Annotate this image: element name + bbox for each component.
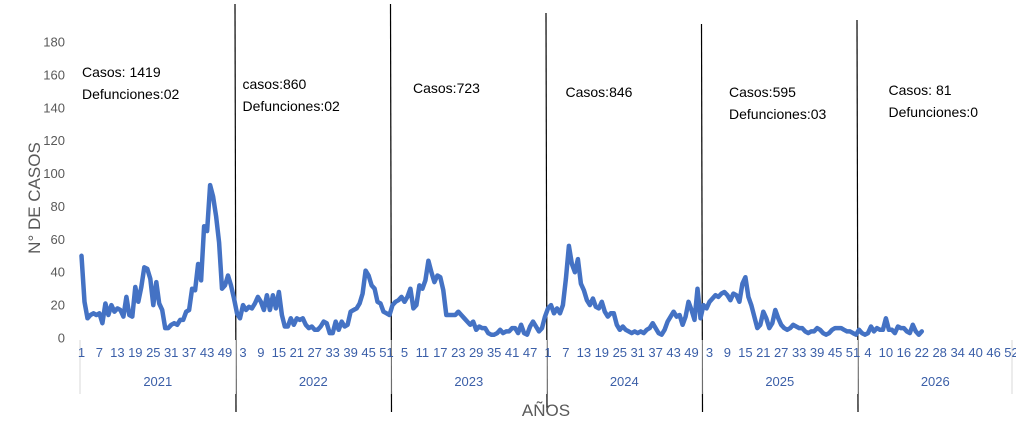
y-tick-label: 100 [43, 166, 65, 181]
x-tick-label: 5 [401, 345, 408, 360]
x-tick-label: 33 [325, 345, 339, 360]
y-tick-label: 80 [51, 199, 65, 214]
x-tick-label: 25 [613, 345, 627, 360]
x-tick-label: 43 [666, 345, 680, 360]
x-tick-label: 25 [146, 345, 160, 360]
year-label: 2024 [610, 374, 639, 389]
x-tick-label: 34 [950, 345, 964, 360]
x-tick-label: 31 [164, 345, 178, 360]
x-tick-label: 33 [792, 345, 806, 360]
x-tick-label: 23 [451, 345, 465, 360]
y-axis-title: N° DE CASOS [25, 142, 44, 254]
annotation-text: Casos:846 [566, 84, 633, 100]
y-tick-label: 140 [43, 100, 65, 115]
x-tick-label: 45 [828, 345, 842, 360]
y-tick-label: 160 [43, 67, 65, 82]
x-tick-label: 27 [774, 345, 788, 360]
x-tick-label: 10 [879, 345, 893, 360]
x-tick-label: 13 [577, 345, 591, 360]
annotation-text: Casos:723 [413, 80, 480, 96]
x-axis-title: AÑOS [522, 401, 570, 420]
x-tick-label: 13 [110, 345, 124, 360]
x-tick-label: 41 [505, 345, 519, 360]
x-axis-year-labels: 2021 2022 2023 2024 2025 2026 [143, 374, 949, 389]
annotation-text: casos:860 [243, 76, 307, 92]
x-tick-label: 7 [562, 345, 569, 360]
x-axis-week-ticks: 1 7 13 19 25 31 37 43 49 3 9 15 21 27 33 39 45 51 5 11 17 23 2… [78, 345, 1016, 360]
x-tick-label: 21 [290, 345, 304, 360]
x-tick-label: 37 [648, 345, 662, 360]
x-tick-label: 1 [544, 345, 551, 360]
x-tick-label: 45 [361, 345, 375, 360]
x-tick-label: 49 [218, 345, 232, 360]
annotation-text: Casos: 1419 [82, 64, 161, 80]
x-tick-label: 7 [96, 345, 103, 360]
annotation-text: Casos:595 [729, 84, 796, 100]
y-tick-label: 40 [51, 265, 65, 280]
year-annotations: Casos: 1419 Defunciones:02 casos:860 Defunc… [82, 64, 978, 122]
x-tick-label: 28 [932, 345, 946, 360]
year-label: 2025 [765, 374, 794, 389]
x-tick-label: 15 [272, 345, 286, 360]
y-tick-label: 180 [43, 35, 65, 50]
annotation-text: Defunciones:03 [729, 106, 827, 122]
x-tick-label: 19 [128, 345, 142, 360]
x-tick-label: 47 [523, 345, 537, 360]
x-tick-label: 22 [915, 345, 929, 360]
annotation-text: Defunciones:0 [889, 104, 979, 120]
x-tick-label: 11 [416, 345, 430, 360]
x-tick-label: 27 [307, 345, 321, 360]
year-label: 2026 [921, 374, 950, 389]
x-tick-label: 31 [630, 345, 644, 360]
x-tick-label: 9 [257, 345, 264, 360]
x-tick-label: 51 [846, 345, 860, 360]
x-tick-label: 16 [897, 345, 911, 360]
x-tick-label: 1 [78, 345, 85, 360]
x-tick-label: 29 [469, 345, 483, 360]
annotation-text: Defunciones:02 [243, 98, 341, 114]
y-tick-label: 20 [51, 298, 65, 313]
x-tick-label: 19 [595, 345, 609, 360]
year-label: 2021 [143, 374, 172, 389]
year-label: 2023 [454, 374, 483, 389]
year-separators [79, 3, 1013, 413]
x-tick-label: 21 [756, 345, 770, 360]
y-tick-label: 60 [51, 232, 65, 247]
y-axis-ticks: 0 20 40 60 80 100 120 140 160 180 [43, 35, 65, 346]
series-line-cases [79, 182, 925, 337]
x-tick-label: 39 [810, 345, 824, 360]
x-tick-label: 49 [684, 345, 698, 360]
x-tick-label: 3 [239, 345, 246, 360]
x-tick-label: 35 [487, 345, 501, 360]
y-tick-label: 120 [43, 133, 65, 148]
x-tick-label: 37 [182, 345, 196, 360]
annotation-text: Casos: 81 [889, 82, 952, 98]
x-tick-label: 15 [738, 345, 752, 360]
x-tick-label: 52 [1004, 345, 1016, 360]
x-tick-label: 17 [433, 345, 447, 360]
x-tick-label: 46 [986, 345, 1000, 360]
annotation-text: Defunciones:02 [82, 86, 180, 102]
y-tick-label: 0 [58, 331, 65, 346]
x-tick-label: 4 [864, 345, 871, 360]
x-tick-label: 40 [968, 345, 982, 360]
x-tick-label: 51 [379, 345, 393, 360]
x-tick-label: 3 [706, 345, 713, 360]
year-label: 2022 [299, 374, 328, 389]
x-tick-label: 43 [200, 345, 214, 360]
x-tick-label: 9 [724, 345, 731, 360]
x-tick-label: 39 [343, 345, 357, 360]
